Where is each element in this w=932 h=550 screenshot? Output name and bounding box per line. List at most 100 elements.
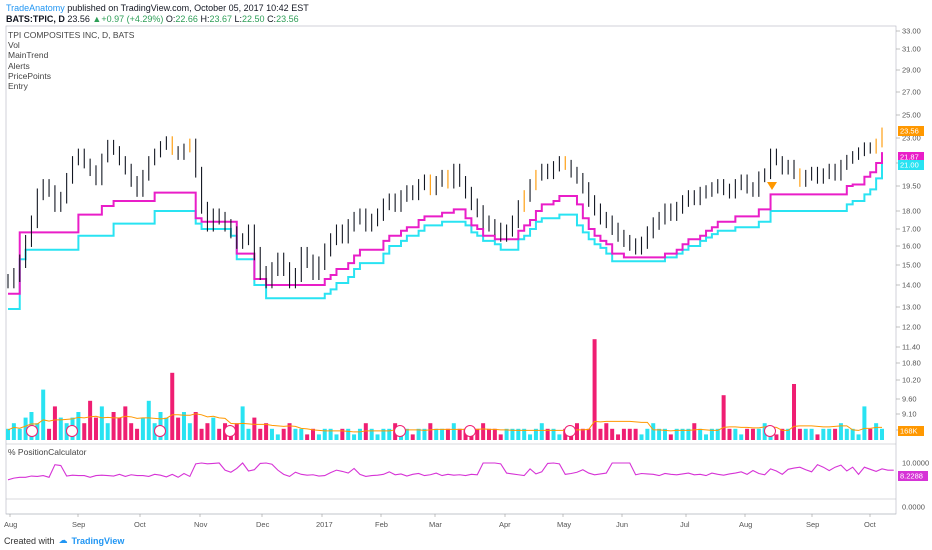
volume-bar (47, 428, 52, 440)
volume-bar (874, 423, 879, 440)
legend-vol[interactable]: Vol (8, 40, 20, 51)
lower-pane-label[interactable]: % PositionCalculator (8, 447, 87, 457)
y-tick-label: 27.00 (902, 88, 921, 97)
y-tick-label: 29.00 (902, 66, 921, 75)
volume-bar (445, 428, 450, 440)
volume-bar (522, 428, 527, 440)
price-tag-label: 21.87 (900, 153, 919, 162)
high-label: H: (200, 14, 210, 24)
volume-bar (416, 428, 421, 440)
y-tick-label: 23.00 (902, 134, 921, 143)
main-trend-line (8, 152, 883, 295)
y-tick-label: 9.10 (902, 410, 917, 419)
volume-bar (803, 428, 808, 440)
volume-bar (850, 428, 855, 440)
price-tag-label: 23.56 (900, 127, 919, 136)
volume-bar (815, 434, 820, 440)
created-with-text: Created with (4, 535, 55, 546)
volume-bar (123, 406, 128, 440)
published-text: published on TradingView.com, October 05… (64, 3, 309, 13)
volume-bar (551, 428, 556, 440)
volume-bar (739, 434, 744, 440)
position-calculator-line (7, 462, 894, 481)
volume-bar (117, 417, 122, 440)
volume-bar (580, 428, 585, 440)
x-tick-label: Aug (739, 520, 752, 529)
tradingview-brand[interactable]: TradingView (71, 535, 125, 546)
volume-bar (692, 423, 697, 440)
volume-bar (111, 412, 116, 440)
position-calculator-line (7, 462, 894, 481)
volume-bar (211, 417, 216, 440)
y-tick-label: 10.80 (902, 359, 921, 368)
volume-bar (745, 428, 750, 440)
legend-price-points[interactable]: PricePoints (8, 70, 51, 81)
volume-bar (246, 428, 251, 440)
symbol-label[interactable]: BATS:TPIC, D (6, 14, 65, 24)
legend-alerts[interactable]: Alerts (8, 60, 30, 71)
earnings-icon (464, 425, 476, 437)
earnings-icon (564, 425, 576, 437)
earnings-icon (394, 425, 406, 437)
lower-trend-line (8, 163, 883, 310)
volume-bar (381, 428, 386, 440)
y-tick-label: 15.00 (902, 261, 921, 270)
volume-tag-label: 168K (900, 427, 918, 436)
volume-bar (475, 428, 480, 440)
volume-bar (6, 428, 10, 440)
volume-bar (733, 428, 738, 440)
volume-bar (305, 434, 310, 440)
publisher-link[interactable]: TradeAnatomy (6, 3, 65, 13)
volume-bar (275, 434, 280, 440)
y-tick-label: 13.00 (902, 303, 921, 312)
legend-entry[interactable]: Entry (8, 81, 28, 92)
volume-bar (528, 434, 533, 440)
volume-bar (404, 428, 409, 440)
volume-bar (498, 434, 503, 440)
y-tick-label: 9.60 (902, 395, 917, 404)
x-tick-label: Jul (680, 520, 690, 529)
volume-bar (311, 428, 316, 440)
volume-bar (264, 423, 269, 440)
x-tick-label: Mar (429, 520, 442, 529)
ohlc-bars (7, 127, 883, 289)
volume-bar (11, 423, 16, 440)
y-tick-label: 31.00 (902, 45, 921, 54)
volume-bar (181, 412, 186, 440)
volume-bar (557, 434, 562, 440)
volume-bar (639, 434, 644, 440)
earnings-icon (764, 425, 776, 437)
y-tick-label: 17.00 (902, 225, 921, 234)
volume-bar (604, 423, 609, 440)
volume-bar (586, 428, 591, 440)
volume-bar (140, 417, 145, 440)
volume-bar (686, 428, 691, 440)
volume-bar (440, 428, 445, 440)
volume-bar (82, 423, 87, 440)
legend-main-trend[interactable]: MainTrend (8, 50, 49, 61)
volume-bar (135, 428, 140, 440)
volume-bar (58, 417, 63, 440)
volume-bar (199, 428, 204, 440)
volume-bar (809, 428, 814, 440)
volume-bar (93, 417, 98, 440)
volume-bar (293, 428, 298, 440)
x-tick-label: 2017 (316, 520, 333, 529)
volume-bar (756, 428, 761, 440)
axes: 33.00 31.00 29.00 27.00 25.00 23.00 21.00 19.50… (4, 27, 929, 530)
volume-bar (721, 395, 726, 440)
volume-bar (792, 384, 797, 440)
volume-bar (387, 428, 392, 440)
legend-title[interactable]: TPI COMPOSITES INC, D, BATS (8, 30, 135, 40)
volume-bar (457, 428, 462, 440)
volume-bar (170, 372, 175, 440)
price-tag (898, 160, 924, 170)
up-arrow-icon: ▲ (92, 14, 102, 24)
volume-bar (481, 423, 486, 440)
volume-bar (17, 428, 22, 440)
volume-bar (645, 428, 650, 440)
volume-bar (76, 412, 81, 440)
volume-bar (205, 423, 210, 440)
volume-bar (574, 423, 579, 440)
